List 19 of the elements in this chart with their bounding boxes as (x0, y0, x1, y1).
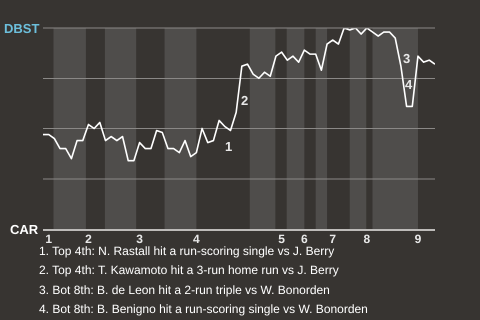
text: CAR (10, 222, 39, 237)
annotation: 1 (225, 139, 232, 154)
x-tick-label: 6 (300, 232, 308, 246)
x-tick-label: 4 (193, 232, 200, 246)
x-tick-label: 8 (363, 232, 370, 246)
x-tick-label: 5 (278, 232, 286, 246)
text: 1. Top 4th: N. Rastall hit a run-scoring single vs J. Berry (39, 244, 334, 258)
annotation: 3 (403, 51, 410, 66)
x-tick-label: 2 (85, 232, 92, 246)
annotation: 2 (241, 93, 248, 108)
x-tick-label: 9 (414, 232, 422, 246)
text: 4. Bot 8th: B. Benigno hit a run-scoring single vs W. Bonorden (39, 302, 368, 316)
text: 3. Bot 8th: B. de Leon hit a 2-run triple vs W. Bonorden (39, 283, 330, 297)
annotation: 4 (405, 77, 413, 92)
text: 2. Top 4th: T. Kawamoto hit a 3-run home run vs J. Berry (39, 263, 339, 277)
x-tick-label: 3 (136, 232, 144, 246)
x-tick-label: 7 (329, 232, 336, 246)
text: DBST (4, 21, 40, 36)
x-tick-label: 1 (45, 232, 52, 246)
